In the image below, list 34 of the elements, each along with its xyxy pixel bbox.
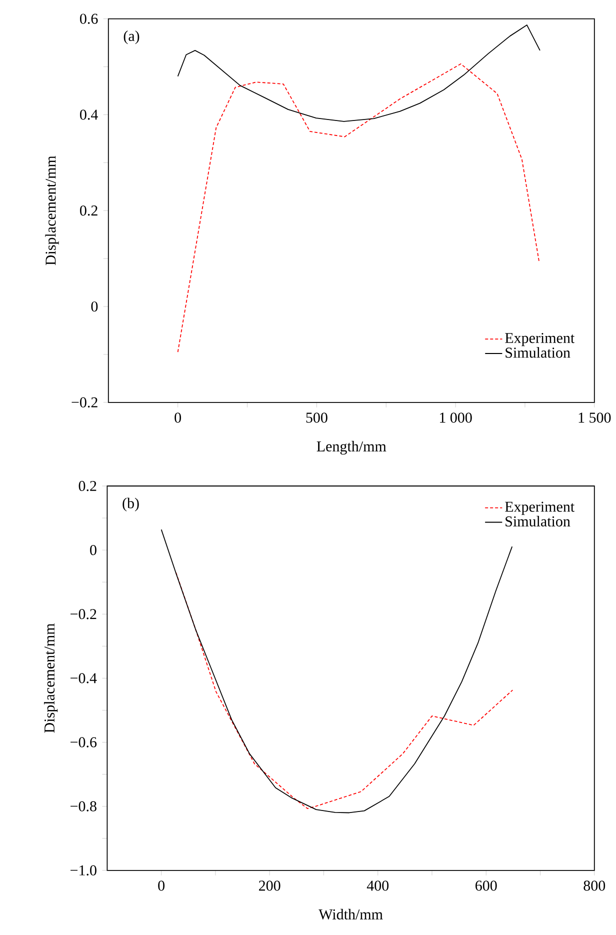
x-tick-label: 600 xyxy=(475,880,497,891)
y-tick-label: −0.2 xyxy=(70,609,96,620)
x-tick-label: 200 xyxy=(258,880,280,891)
y-tick-label: 0.6 xyxy=(80,14,98,24)
x-tick-label: 1 500 xyxy=(578,412,611,423)
legend-label: Simulation xyxy=(506,347,570,358)
y-axis-title: Displacement/mm xyxy=(45,156,59,266)
y-tick-label: −0.2 xyxy=(72,397,98,408)
x-tick-label: 0 xyxy=(174,412,181,423)
x-tick-label: 500 xyxy=(306,412,328,423)
y-tick-label: 0.4 xyxy=(80,110,98,120)
annotation: (a) xyxy=(124,30,140,44)
y-tick-label: 0.2 xyxy=(78,480,96,492)
x-axis-title: Width/mm xyxy=(318,908,383,920)
x-axis-title: Length/mm xyxy=(316,440,386,455)
y-tick-label: −0.8 xyxy=(70,801,96,812)
y-tick-label: −0.6 xyxy=(70,737,96,748)
line-series xyxy=(160,529,512,814)
legend-label: Experiment xyxy=(504,502,574,515)
y-tick-label: −1.0 xyxy=(70,865,96,876)
y-tick-label: 0 xyxy=(90,545,96,556)
line-series xyxy=(177,24,540,122)
x-tick-label: 400 xyxy=(366,880,388,891)
x-tick-label: 800 xyxy=(584,880,605,891)
legend-label: Experiment xyxy=(504,333,574,346)
legend-label: Simulation xyxy=(505,516,570,526)
x-tick-label: 0 xyxy=(158,880,164,891)
y-axis-title: Displacement/mm xyxy=(44,623,58,733)
annotation: (b) xyxy=(122,498,139,512)
line-series xyxy=(175,572,513,810)
y-tick-label: 0.2 xyxy=(80,206,98,216)
x-tick-label: 1 000 xyxy=(440,412,472,423)
y-tick-label: −0.4 xyxy=(70,673,97,684)
y-tick-label: 0 xyxy=(91,301,98,312)
